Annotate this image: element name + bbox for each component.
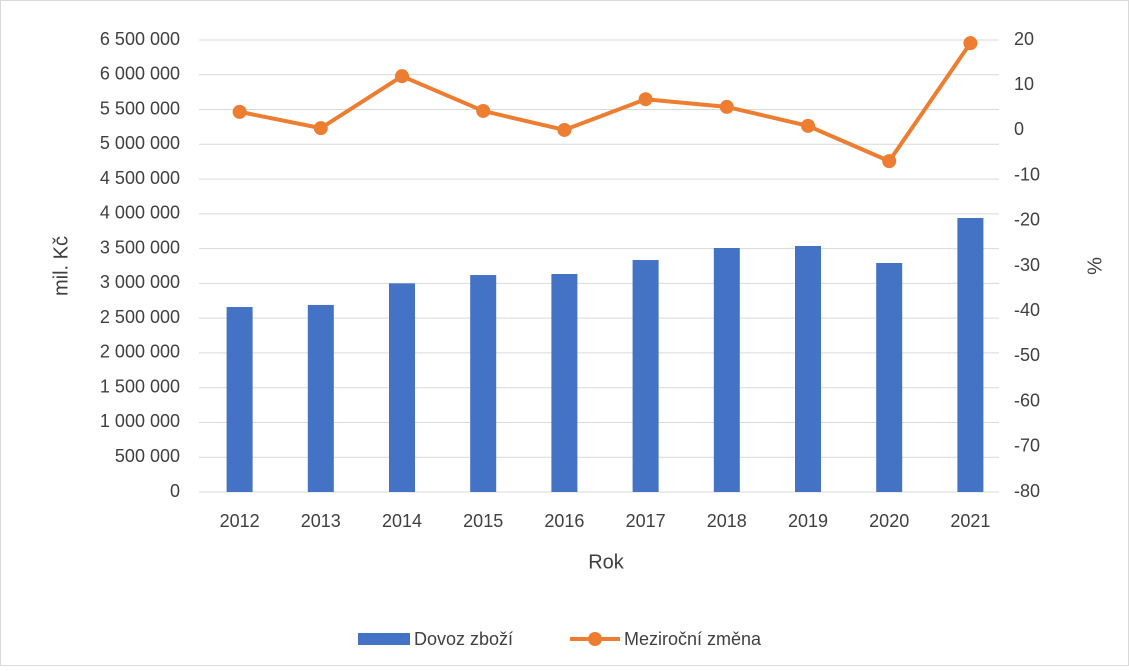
bar: [551, 273, 578, 492]
y-tick-label: 5 000 000: [100, 133, 180, 153]
y-tick-label: 2 000 000: [100, 342, 180, 362]
y2-tick-label: -30: [1014, 255, 1040, 275]
bar: [632, 260, 659, 492]
line-marker: [232, 104, 247, 119]
x-axis-title: Rok: [588, 551, 625, 573]
line-marker: [313, 121, 328, 136]
y-tick-label: 5 500 000: [100, 98, 180, 118]
x-tick-label: 2014: [382, 511, 422, 531]
y2-tick-label: -70: [1014, 436, 1040, 456]
line-marker: [638, 92, 653, 107]
line-marker: [963, 36, 978, 51]
y2-tick-label: -10: [1014, 164, 1040, 184]
bar: [795, 245, 821, 492]
y-tick-label: 3 000 000: [100, 272, 180, 292]
y2-tick-label: 10: [1014, 74, 1034, 94]
x-tick-label: 2013: [301, 511, 341, 531]
y-tick-label: 3 500 000: [100, 237, 180, 257]
x-tick-label: 2018: [707, 511, 747, 531]
y-tick-label: 1 500 000: [100, 376, 180, 396]
y-tick-label: 6 500 000: [100, 29, 180, 49]
legend-label: Meziroční změna: [624, 629, 762, 649]
line: [239, 42, 973, 164]
x-tick-label: 2016: [544, 511, 584, 531]
line-marker: [801, 118, 815, 133]
y2-tick-label: -80: [1014, 481, 1040, 501]
y2-tick-label: 0: [1014, 119, 1024, 139]
line-marker: [395, 69, 409, 84]
y-tick-label: 4 000 000: [100, 203, 180, 223]
bar: [389, 283, 415, 492]
x-tick-label: 2015: [463, 511, 503, 531]
bar: [713, 247, 740, 492]
bar: [957, 218, 984, 492]
legend-label: Dovoz zboží: [414, 629, 513, 649]
y2-tick-label: -40: [1014, 300, 1040, 320]
line-marker: [882, 154, 897, 169]
bar: [307, 304, 334, 492]
x-tick-label: 2020: [869, 511, 909, 531]
line-marker: [476, 103, 491, 118]
y-tick-label: 2 500 000: [100, 307, 180, 327]
line-marker: [557, 122, 572, 137]
bar: [876, 263, 903, 492]
y-tick-label: 500 000: [115, 446, 180, 466]
y2-tick-label: -50: [1014, 345, 1040, 365]
bar: [470, 275, 497, 492]
line-marker: [719, 99, 734, 114]
y-tick-label: 4 500 000: [100, 168, 180, 188]
x-tick-label: 2021: [950, 511, 990, 531]
y2-tick-label: 20: [1014, 29, 1034, 49]
y2-tick-label: -20: [1014, 210, 1040, 230]
x-tick-label: 2012: [220, 511, 260, 531]
x-tick-label: 2019: [788, 511, 828, 531]
bar: [226, 307, 253, 492]
legend-swatch: [588, 632, 602, 646]
y2-axis-title: %: [1084, 257, 1106, 275]
y-tick-label: 6 000 000: [100, 64, 180, 84]
y-tick-label: 0: [170, 481, 180, 501]
y-tick-label: 1 000 000: [100, 411, 180, 431]
x-tick-label: 2017: [626, 511, 666, 531]
legend-swatch: [358, 633, 410, 645]
y2-tick-label: -60: [1014, 390, 1040, 410]
y-axis-title: mil. Kč: [50, 236, 72, 296]
